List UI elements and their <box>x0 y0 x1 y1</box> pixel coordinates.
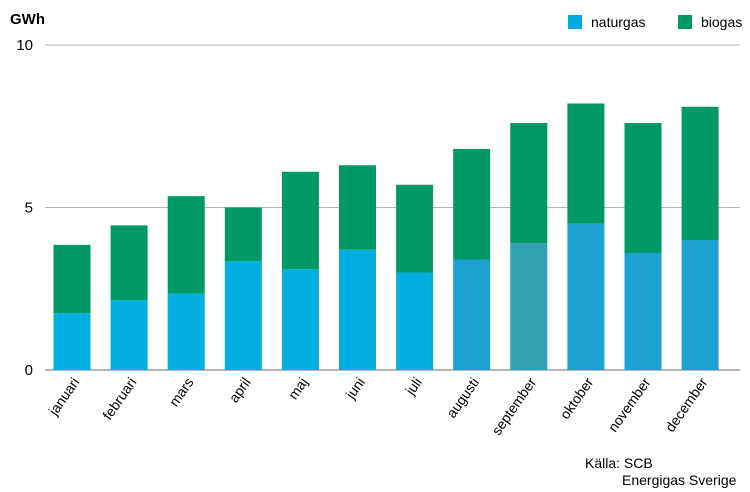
bar-naturgas-oktober <box>567 223 605 370</box>
source-line-1: Källa: SCB <box>585 455 653 471</box>
x-tick-label-oktober: oktober <box>556 374 596 422</box>
bar-biogas-juli <box>396 184 434 273</box>
x-tick-label-april: april <box>225 375 253 406</box>
x-tick-label-december: december <box>662 374 711 434</box>
legend-swatch-naturgas <box>568 15 582 29</box>
bar-biogas-september <box>510 123 548 244</box>
x-tick-label-september: september <box>488 374 539 438</box>
y-tick-label-5: 5 <box>25 200 33 217</box>
bar-biogas-maj <box>281 171 319 270</box>
y-axis-unit-label: GWh <box>10 11 45 28</box>
x-tick-label-februari: februari <box>99 375 139 423</box>
bar-naturgas-mars <box>167 293 205 370</box>
bar-biogas-augusti <box>453 149 491 260</box>
bar-biogas-december <box>681 106 719 240</box>
x-tick-label-januari: januari <box>45 375 83 419</box>
bar-naturgas-februari <box>110 300 148 370</box>
bar-biogas-oktober <box>567 103 605 224</box>
bar-naturgas-november <box>624 253 662 370</box>
bar-naturgas-september <box>510 243 548 370</box>
bar-naturgas-juli <box>396 272 434 370</box>
legend-item-biogas: biogas <box>678 14 742 30</box>
x-tick-label-maj: maj <box>285 375 311 403</box>
x-tick-label-augusti: augusti <box>443 375 482 421</box>
bar-naturgas-augusti <box>453 259 491 370</box>
bar-naturgas-december <box>681 240 719 370</box>
bar-naturgas-januari <box>53 313 91 370</box>
x-tick-label-november: november <box>605 374 654 434</box>
bar-biogas-november <box>624 123 662 253</box>
bar-naturgas-maj <box>281 269 319 370</box>
bar-naturgas-juni <box>339 249 376 370</box>
legend-item-naturgas: naturgas <box>568 14 645 30</box>
x-tick-label-juli: juli <box>402 375 426 399</box>
legend-label-biogas: biogas <box>701 14 743 30</box>
bar-biogas-juni <box>339 165 376 250</box>
legend-label-naturgas: naturgas <box>591 14 646 30</box>
bar-biogas-mars <box>167 196 205 294</box>
source-line-2: Energigas Sverige <box>622 472 737 488</box>
x-tick-label-juni: juni <box>342 375 368 403</box>
bar-biogas-januari <box>53 244 91 314</box>
legend-swatch-biogas <box>678 15 692 29</box>
bar-biogas-april <box>224 207 262 262</box>
y-tick-label-0: 0 <box>25 362 33 379</box>
bar-biogas-februari <box>110 225 148 301</box>
x-tick-label-mars: mars <box>166 375 197 410</box>
y-tick-label-10: 10 <box>16 37 33 54</box>
bar-naturgas-april <box>224 261 262 370</box>
